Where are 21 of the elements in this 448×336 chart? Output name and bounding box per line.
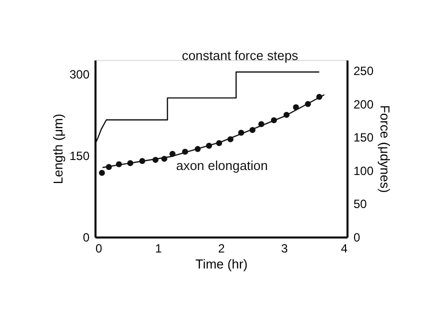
x-tick-label: 2 (218, 242, 226, 256)
y-tick-label: 0 (82, 230, 90, 244)
y2-tick-label: 150 (354, 130, 374, 145)
point (98, 170, 105, 176)
x-tick-label: 1 (155, 242, 162, 256)
y2-tick-label: 200 (354, 97, 374, 112)
annotation: constant force steps (182, 48, 299, 63)
y-axis-title: Length (μm) (50, 114, 66, 184)
y-tick-label: 150 (69, 149, 90, 164)
x-tick-label: 4 (340, 242, 348, 256)
y2-axis-title: Force (μdynes) (378, 105, 393, 193)
y2-tick-label: 50 (354, 197, 368, 212)
y-tick-label: 300 (69, 68, 90, 82)
x-tick-label: 3 (281, 242, 288, 256)
x-axis-title: Time (hr) (195, 256, 248, 272)
x-tick-label: 0 (96, 242, 102, 256)
y2-tick-label: 250 (354, 64, 374, 78)
y2-tick-label: 0 (354, 230, 360, 244)
annotation: axon elongation (176, 158, 268, 173)
y2-tick-label: 100 (354, 164, 374, 178)
line-series (94, 71, 320, 146)
